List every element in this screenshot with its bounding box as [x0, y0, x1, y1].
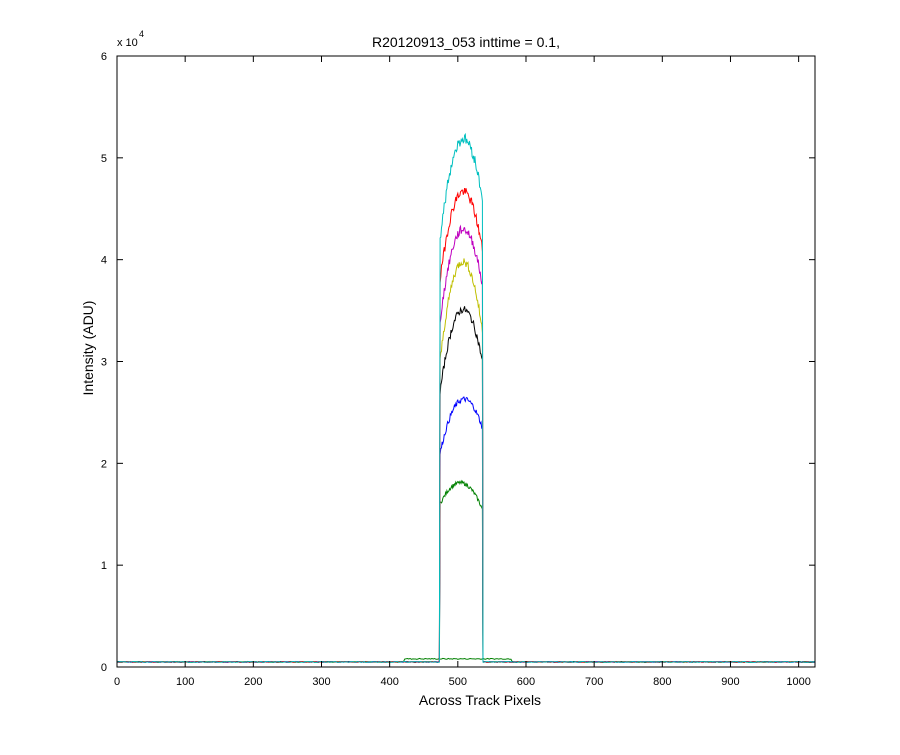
y-tick-label: 0: [101, 662, 107, 674]
series-line-7: [116, 132, 816, 663]
series-layer: [116, 132, 816, 663]
y-tick-label: 4: [101, 255, 107, 267]
x-tick-label: 600: [517, 676, 535, 688]
x-tick-label: 800: [653, 676, 671, 688]
y-tick-label: 5: [101, 153, 107, 165]
series-line-1: [116, 479, 815, 663]
y-tick-label: 2: [101, 458, 107, 470]
plot-frame: [116, 55, 816, 668]
series-line-5: [116, 224, 816, 663]
x-tick-label: 100: [176, 676, 194, 688]
x-tick-label: 700: [585, 676, 603, 688]
x-tick-label: 0: [114, 676, 120, 688]
y-tick-label: 1: [101, 560, 107, 572]
y-exponent-base: x 10: [117, 37, 138, 49]
y-tick-label: 6: [101, 51, 107, 63]
tick-layer: 0 100 200 300 400 500 600 700 800 900 1000 0 1 2 3 4 5 6: [101, 51, 815, 688]
y-exponent-power: 4: [139, 29, 144, 39]
series-line-4: [116, 258, 816, 663]
x-tick-label: 200: [244, 676, 262, 688]
x-tick-label: 900: [721, 676, 739, 688]
x-tick-label: 500: [449, 676, 467, 688]
x-tick-label: 1000: [786, 676, 810, 688]
series-line-6: [116, 188, 816, 663]
x-tick-label: 300: [312, 676, 330, 688]
chart-title: R20120913_053 inttime = 0.1,: [372, 34, 560, 50]
series-line-2: [116, 396, 816, 663]
y-tick-label: 3: [101, 357, 107, 369]
y-axis-label: Intensity (ADU): [80, 301, 96, 396]
x-tick-label: 400: [380, 676, 398, 688]
x-axis-label: Across Track Pixels: [419, 692, 541, 708]
